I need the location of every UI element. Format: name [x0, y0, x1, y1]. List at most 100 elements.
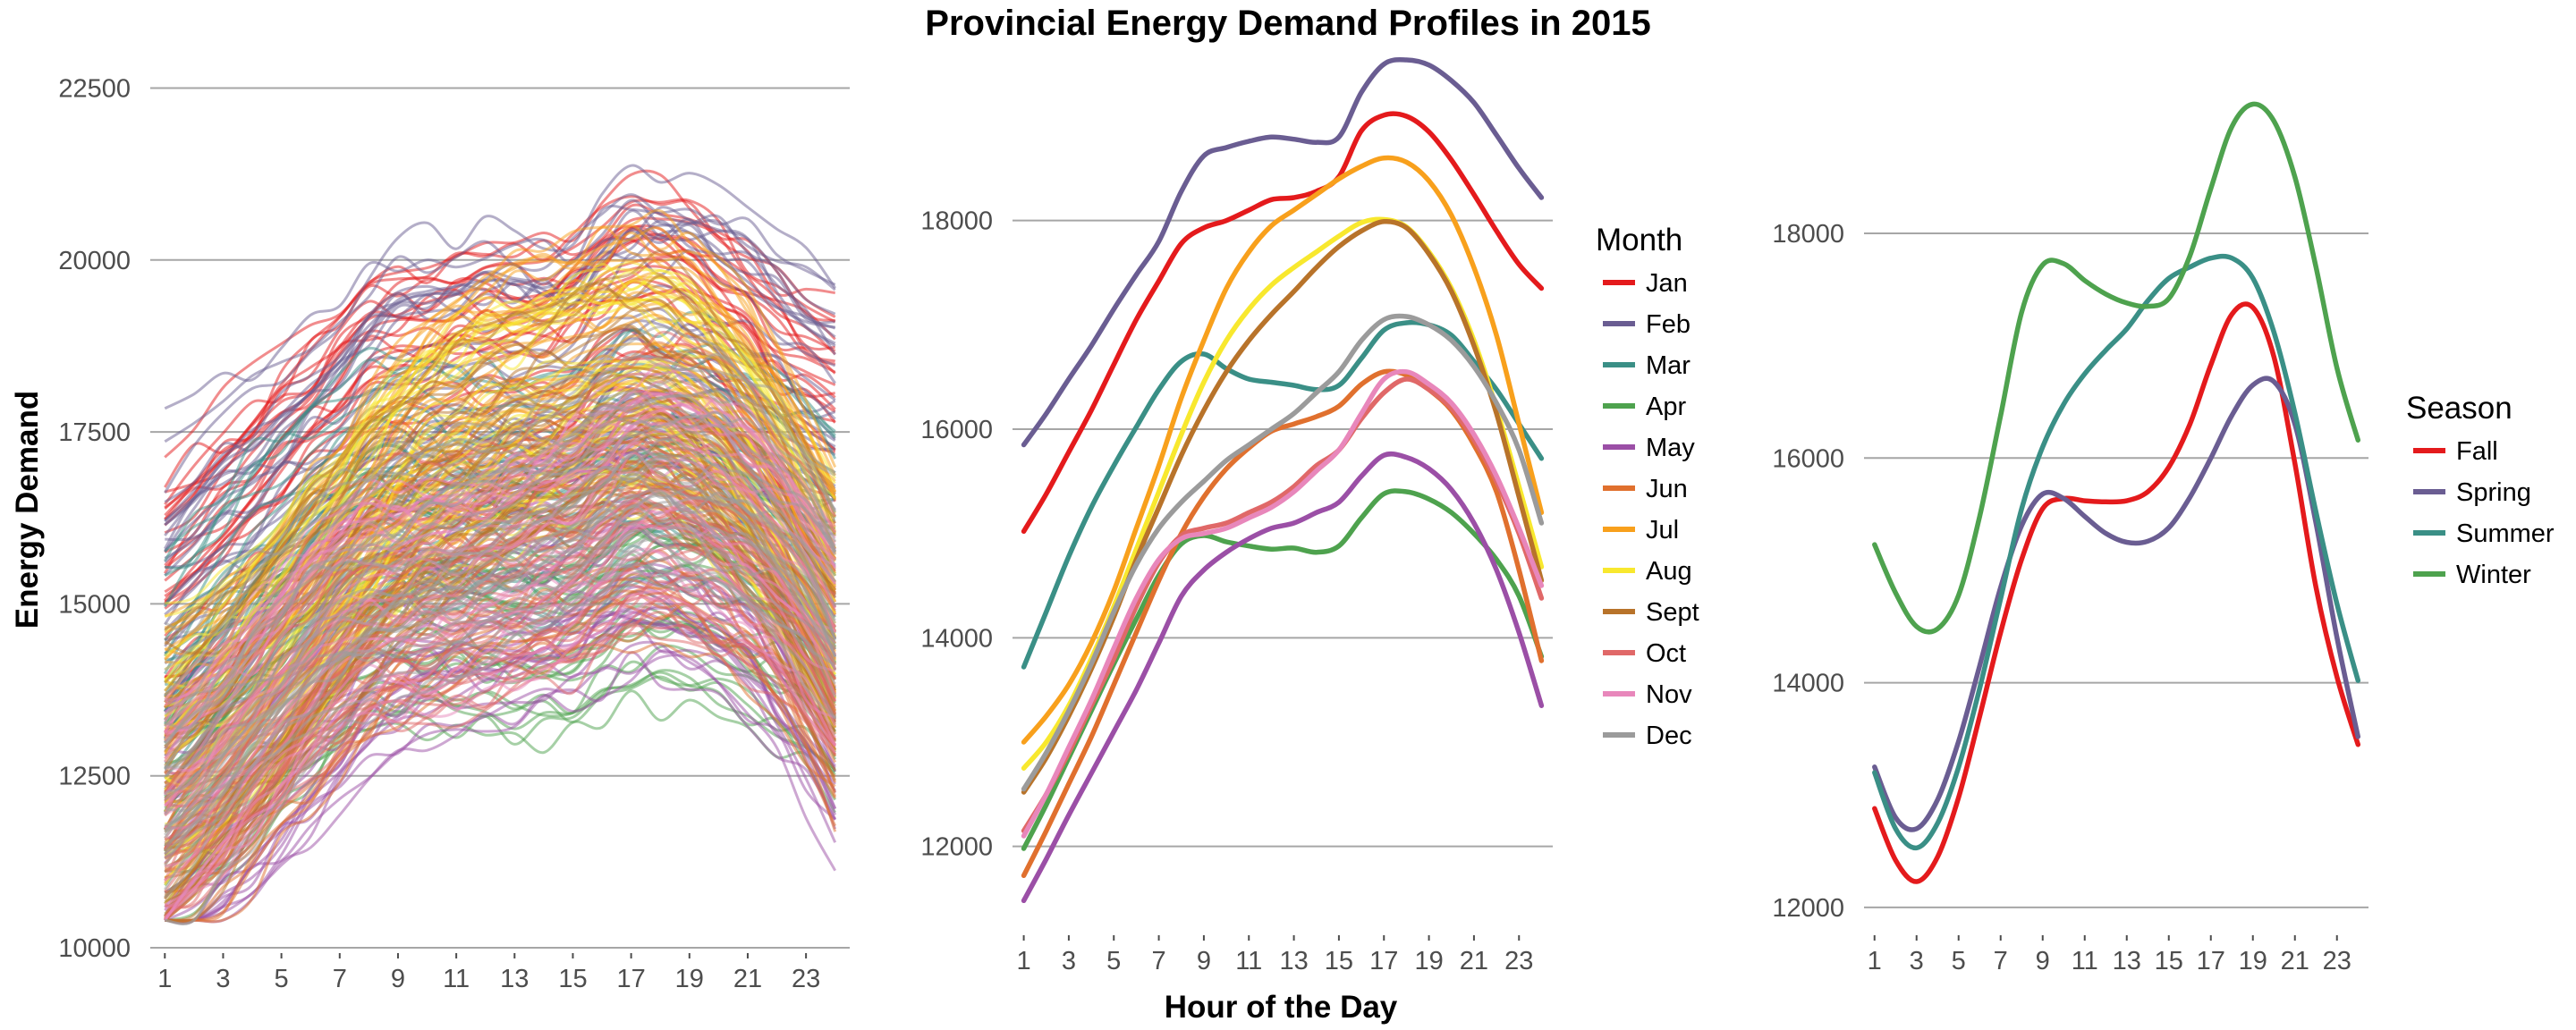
daily-line	[164, 587, 837, 907]
daily-line	[164, 277, 836, 651]
y-tick-label: 17500	[58, 418, 131, 447]
daily-line	[164, 393, 836, 743]
y-tick-label: 14000	[1772, 670, 1844, 698]
daily-line	[164, 352, 836, 726]
daily-line	[165, 488, 837, 813]
daily-line	[164, 519, 836, 827]
x-tick-label: 13	[2113, 947, 2141, 975]
series-line-summer	[1872, 253, 2361, 851]
daily-line	[165, 592, 837, 923]
x-tick-label: 21	[2281, 947, 2309, 975]
daily-line	[165, 649, 837, 924]
x-tick-label: 19	[1414, 947, 1443, 975]
daily-line	[164, 371, 837, 671]
x-tick-label: 1	[1017, 947, 1031, 975]
daily-line	[164, 298, 837, 631]
series-line-spring	[1872, 376, 2361, 832]
legend-label: Fall	[2456, 437, 2498, 466]
x-tick-label: 5	[275, 965, 289, 993]
x-tick-label: 11	[443, 965, 470, 993]
daily-line	[164, 193, 836, 443]
daily-line	[164, 249, 837, 692]
daily-line	[164, 504, 837, 795]
x-tick-label: 7	[1994, 947, 2008, 975]
series-line-dec	[1021, 313, 1545, 792]
x-tick-label: 19	[675, 965, 704, 993]
y-tick-label: 18000	[920, 207, 993, 236]
daily-line	[164, 550, 837, 922]
daily-line	[164, 563, 836, 891]
legend-label: Summer	[2456, 519, 2555, 548]
series-line-nov	[1021, 368, 1545, 839]
legend-label: Winter	[2456, 561, 2531, 589]
daily-line	[164, 270, 836, 618]
series-line-mar	[1021, 319, 1545, 670]
daily-line	[164, 258, 836, 520]
legend-label: Apr	[1646, 393, 1686, 421]
x-tick-label: 3	[1910, 947, 1924, 975]
daily-line	[164, 415, 836, 815]
x-tick-label: 9	[2036, 947, 2050, 975]
daily-line	[165, 589, 837, 924]
daily-line	[165, 555, 836, 925]
y-tick-label: 18000	[1772, 220, 1844, 249]
series-line-fall	[1872, 301, 2361, 884]
legend-label: Jun	[1646, 475, 1688, 503]
daily-line	[164, 494, 836, 850]
chart-title: Provincial Energy Demand Profiles in 201…	[925, 4, 1651, 43]
legend-title: Season	[2406, 391, 2512, 426]
x-tick-label: 19	[2239, 947, 2267, 975]
x-tick-label: 15	[558, 965, 587, 993]
y-tick-label: 12000	[920, 833, 993, 862]
x-tick-label: 9	[1197, 947, 1211, 975]
x-tick-label: 17	[2197, 947, 2225, 975]
daily-line	[164, 500, 836, 793]
x-tick-label: 3	[216, 965, 230, 993]
y-tick-label: 16000	[920, 416, 993, 444]
x-tick-label: 21	[733, 965, 762, 993]
y-tick-label: 15000	[58, 590, 131, 619]
legend-label: Jan	[1646, 269, 1688, 298]
x-tick-label: 15	[2155, 947, 2183, 975]
x-tick-label: 5	[1106, 947, 1121, 975]
daily-line	[164, 537, 836, 836]
y-tick-label: 22500	[58, 74, 131, 103]
legend-label: Feb	[1646, 310, 1690, 339]
daily-line	[164, 352, 836, 553]
daily-line	[164, 169, 836, 511]
y-tick-label: 16000	[1772, 444, 1844, 473]
y-axis-title: Energy Demand	[10, 391, 45, 629]
legend-label: Jul	[1646, 516, 1679, 545]
legend-title: Month	[1596, 223, 1682, 258]
daily-line	[164, 164, 836, 494]
x-tick-label: 1	[1868, 947, 1882, 975]
x-tick-label: 7	[1152, 947, 1166, 975]
series-line-winter	[1872, 101, 2361, 635]
daily-line	[164, 262, 837, 681]
x-tick-label: 15	[1325, 947, 1353, 975]
daily-line	[164, 528, 836, 833]
x-tick-label: 17	[1369, 947, 1398, 975]
y-tick-label: 20000	[58, 247, 131, 275]
series-line-jul	[1021, 155, 1545, 745]
x-tick-label: 9	[391, 965, 405, 993]
daily-line	[164, 494, 837, 899]
daily-line	[164, 204, 836, 410]
legend-label: Sept	[1646, 598, 1699, 627]
x-tick-label: 11	[2072, 947, 2098, 975]
series-line-apr	[1021, 488, 1545, 851]
y-tick-label: 10000	[58, 934, 131, 963]
x-tick-label: 13	[1279, 947, 1308, 975]
daily-line	[164, 403, 836, 701]
y-tick-label: 12500	[58, 763, 131, 791]
x-tick-label: 17	[616, 965, 645, 993]
y-tick-label: 14000	[920, 624, 993, 653]
legend: Month Jan Feb Mar Apr May Jun Jul Aug Sept Oct Nov D…	[1596, 223, 1699, 750]
daily-line	[164, 611, 836, 873]
legend-label: Dec	[1646, 722, 1692, 750]
daily-line	[164, 491, 837, 778]
